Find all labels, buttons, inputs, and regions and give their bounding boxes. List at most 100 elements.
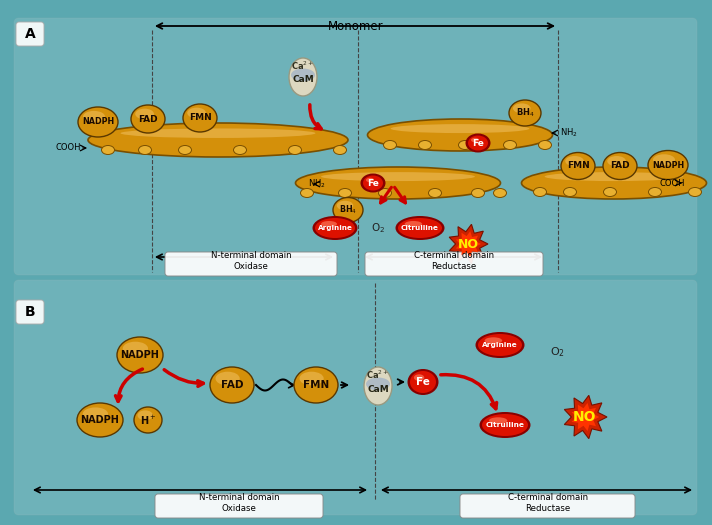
Text: B: B <box>25 305 36 319</box>
Text: Fe: Fe <box>416 377 430 387</box>
Ellipse shape <box>210 367 254 403</box>
Text: O$_2$: O$_2$ <box>550 345 565 359</box>
FancyBboxPatch shape <box>16 22 44 46</box>
Text: C-terminal domain
Reductase: C-terminal domain Reductase <box>508 494 588 513</box>
Text: FMN: FMN <box>303 380 329 390</box>
Text: COOH: COOH <box>659 178 685 187</box>
Ellipse shape <box>367 119 553 151</box>
Ellipse shape <box>607 156 626 166</box>
Ellipse shape <box>289 58 317 96</box>
FancyBboxPatch shape <box>14 18 697 275</box>
Ellipse shape <box>294 367 338 403</box>
Ellipse shape <box>653 154 675 165</box>
Text: NADPH: NADPH <box>80 415 120 425</box>
Ellipse shape <box>419 141 431 150</box>
Ellipse shape <box>77 403 123 437</box>
Text: Citrulline: Citrulline <box>486 422 525 428</box>
Text: Arginine: Arginine <box>482 342 518 348</box>
Ellipse shape <box>337 201 353 210</box>
Ellipse shape <box>429 188 441 197</box>
Ellipse shape <box>300 188 313 197</box>
Text: CaM: CaM <box>367 384 389 394</box>
Text: CaM: CaM <box>292 76 314 85</box>
Ellipse shape <box>135 109 154 119</box>
Ellipse shape <box>533 187 547 196</box>
Ellipse shape <box>134 407 162 433</box>
Polygon shape <box>456 231 481 257</box>
FancyBboxPatch shape <box>16 300 44 324</box>
Ellipse shape <box>122 342 148 355</box>
Text: N-terminal domain
Oxidase: N-terminal domain Oxidase <box>211 251 291 271</box>
Ellipse shape <box>471 138 479 142</box>
Text: NADPH: NADPH <box>120 350 159 360</box>
Ellipse shape <box>404 221 422 227</box>
Ellipse shape <box>479 412 530 438</box>
Ellipse shape <box>216 372 240 385</box>
Ellipse shape <box>563 187 577 196</box>
Text: Arginine: Arginine <box>318 225 352 231</box>
Ellipse shape <box>338 188 352 197</box>
Ellipse shape <box>139 145 152 154</box>
Ellipse shape <box>384 141 397 150</box>
Ellipse shape <box>482 414 528 436</box>
Ellipse shape <box>476 332 525 358</box>
Text: N-terminal domain
Oxidase: N-terminal domain Oxidase <box>199 494 279 513</box>
Polygon shape <box>572 403 600 431</box>
FancyBboxPatch shape <box>165 252 337 276</box>
Text: FAD: FAD <box>610 162 630 171</box>
Text: FAD: FAD <box>221 380 244 390</box>
Ellipse shape <box>603 152 637 180</box>
Text: NH$_2$: NH$_2$ <box>560 127 577 139</box>
Ellipse shape <box>187 108 206 118</box>
Text: FMN: FMN <box>189 113 211 122</box>
Ellipse shape <box>521 167 706 199</box>
Ellipse shape <box>234 145 246 154</box>
Ellipse shape <box>366 377 390 391</box>
Ellipse shape <box>478 334 522 356</box>
Text: COOH: COOH <box>55 143 80 152</box>
Text: NH$_2$: NH$_2$ <box>308 178 325 190</box>
Text: Fe: Fe <box>472 139 484 148</box>
Polygon shape <box>565 395 607 439</box>
Ellipse shape <box>398 218 442 238</box>
Text: Monomer: Monomer <box>328 19 384 33</box>
Ellipse shape <box>366 178 374 182</box>
Ellipse shape <box>565 156 584 166</box>
Ellipse shape <box>295 167 501 199</box>
Ellipse shape <box>117 337 163 373</box>
Ellipse shape <box>83 111 105 122</box>
Ellipse shape <box>466 133 491 152</box>
Ellipse shape <box>513 103 530 113</box>
Ellipse shape <box>379 188 392 197</box>
Ellipse shape <box>137 411 153 420</box>
Text: O$_2$: O$_2$ <box>371 221 385 235</box>
Ellipse shape <box>471 188 484 197</box>
Ellipse shape <box>649 187 661 196</box>
Ellipse shape <box>485 337 502 344</box>
Ellipse shape <box>315 218 355 238</box>
Ellipse shape <box>395 216 444 240</box>
Ellipse shape <box>410 371 436 393</box>
Text: BH$_4$: BH$_4$ <box>515 107 535 119</box>
Text: FAD: FAD <box>138 114 158 123</box>
Ellipse shape <box>538 141 552 150</box>
Ellipse shape <box>131 105 165 133</box>
FancyBboxPatch shape <box>365 252 543 276</box>
Ellipse shape <box>493 188 506 197</box>
Ellipse shape <box>414 374 424 381</box>
Text: Fe: Fe <box>367 178 379 187</box>
Ellipse shape <box>468 135 488 151</box>
Ellipse shape <box>545 172 684 181</box>
Ellipse shape <box>288 145 301 154</box>
Ellipse shape <box>179 145 192 154</box>
Ellipse shape <box>120 129 315 138</box>
Ellipse shape <box>364 367 392 405</box>
Ellipse shape <box>183 104 217 132</box>
Text: Ca$^{2+}$: Ca$^{2+}$ <box>291 60 315 72</box>
Ellipse shape <box>321 172 475 181</box>
Ellipse shape <box>291 68 315 81</box>
Text: Citrulline: Citrulline <box>401 225 439 231</box>
Ellipse shape <box>88 123 348 157</box>
Ellipse shape <box>83 407 108 421</box>
Ellipse shape <box>313 216 357 240</box>
